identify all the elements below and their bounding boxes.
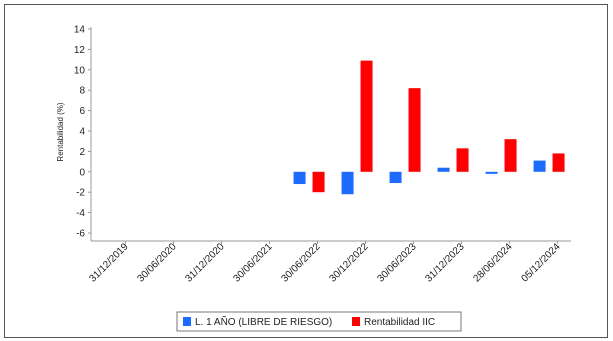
bar-iic-9	[504, 139, 517, 172]
bar-iic-7	[408, 88, 421, 172]
y-tick-labels: -6 -4 -2 0 2 4 6 8 10 12 14	[74, 25, 91, 240]
y-tick-label: 12	[74, 45, 86, 56]
y-tick-label: -6	[76, 229, 85, 240]
x-tick-label: 30/06/2020	[136, 241, 179, 284]
x-tick-labels: 31/12/2019 30/06/2020 31/12/2020 30/06/2021…	[88, 241, 563, 285]
bar-benchmark-7	[389, 171, 402, 184]
bar-iic-5	[312, 171, 325, 193]
y-tick-label: -2	[76, 188, 85, 199]
x-tick-label: 30/12/2022	[328, 241, 371, 284]
x-tick-label: 30/06/2021	[232, 241, 275, 284]
y-tick-label: 8	[79, 86, 85, 97]
y-tick-label: 6	[79, 106, 85, 117]
bar-benchmark-9	[485, 171, 498, 174]
bar-benchmark-10	[533, 160, 546, 172]
y-tick-label: 4	[79, 127, 85, 138]
x-tick-label: 31/12/2019	[88, 241, 131, 284]
x-tick-label: 31/12/2023	[424, 241, 467, 284]
bars	[293, 60, 565, 195]
y-tick-label: 0	[79, 167, 85, 178]
x-tick-label: 30/06/2022	[280, 241, 323, 284]
bar-benchmark-6	[341, 171, 354, 195]
x-tick-label: 31/12/2020	[184, 241, 227, 284]
bar-iic-6	[360, 60, 373, 172]
bar-iic-8	[456, 148, 469, 172]
legend: L. 1 AÑO (LIBRE DE RIESGO) Rentabilidad I…	[176, 311, 462, 332]
x-tick-label: 05/12/2024	[520, 241, 563, 284]
y-tick-label: 14	[74, 25, 86, 36]
legend-box	[176, 311, 462, 332]
y-axis-label: Rentabilidad (%)	[56, 102, 65, 161]
x-tick-label: 28/06/2024	[472, 241, 515, 284]
chart-frame: 31/12/2019 30/06/2020 31/12/2020 30/06/2021…	[4, 4, 608, 338]
legend-label: Rentabilidad IIC	[364, 317, 435, 328]
axes	[90, 27, 571, 242]
bar-iic-10	[552, 153, 565, 172]
y-tick-label: 10	[74, 65, 86, 76]
y-tick-label: -4	[76, 208, 85, 219]
bar-chart: 31/12/2019 30/06/2020 31/12/2020 30/06/2021…	[56, 25, 571, 332]
legend-swatch	[183, 317, 191, 326]
y-tick-label: 2	[79, 147, 85, 158]
bar-benchmark-8	[437, 167, 450, 172]
legend-swatch	[352, 317, 360, 326]
x-tick-label: 30/06/2023	[376, 241, 419, 284]
legend-label: L. 1 AÑO (LIBRE DE RIESGO)	[195, 315, 332, 328]
bar-benchmark-5	[293, 171, 306, 185]
